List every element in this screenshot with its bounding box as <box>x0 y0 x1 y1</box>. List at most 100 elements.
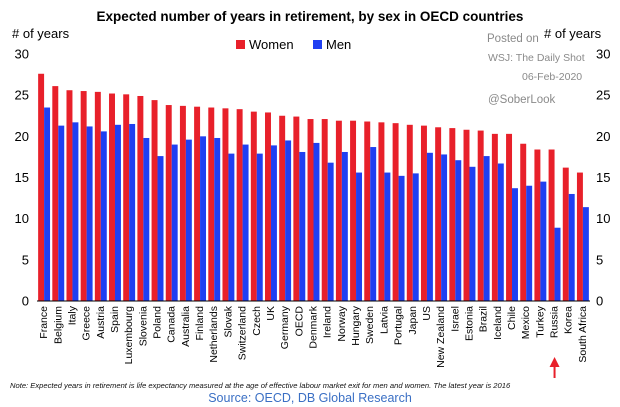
category-label: Ireland <box>322 306 334 338</box>
bar-women <box>506 133 513 301</box>
category-label: Italy <box>66 305 78 325</box>
left-axis-tick-label: 5 <box>22 252 29 267</box>
left-axis-tick-label: 25 <box>15 88 29 103</box>
legend-label-women: Women <box>249 37 294 52</box>
right-axis-tick-label: 25 <box>596 88 610 103</box>
bar-women <box>562 167 569 301</box>
right-axis-tick-label: 30 <box>596 47 610 62</box>
bar-women <box>364 121 371 301</box>
category-label: Canada <box>166 306 178 343</box>
right-axis-ticks: 0 5 10 15 20 25 30 <box>596 47 610 309</box>
left-axis-tick-label: 10 <box>15 211 29 226</box>
arrow-head <box>549 357 560 367</box>
right-axis-tick-label: 0 <box>596 294 603 309</box>
category-label: Russia <box>549 306 561 338</box>
bar-women <box>137 95 144 302</box>
category-label: South Africa <box>577 306 589 363</box>
category-label: Luxembourg <box>123 306 135 365</box>
bar-men <box>327 162 334 301</box>
bar-men <box>384 172 391 301</box>
bar-women <box>123 94 130 301</box>
bar-women <box>109 93 115 302</box>
bar-women <box>449 128 456 301</box>
bar-men <box>455 160 462 301</box>
category-label: Japan <box>407 306 419 335</box>
left-axis-tick-label: 20 <box>15 129 29 144</box>
bar-men <box>554 227 561 301</box>
legend-label-men: Men <box>326 37 351 52</box>
watermark-date: 06-Feb-2020 <box>522 71 582 83</box>
legend-swatch-men <box>313 40 322 49</box>
right-axis-tick-label: 20 <box>596 129 610 144</box>
bar-men <box>242 144 249 301</box>
category-label: Brazil <box>478 306 490 332</box>
category-label: Czech <box>251 306 263 336</box>
category-label: Australia <box>180 306 192 347</box>
bar-women <box>265 112 271 302</box>
bar-women <box>94 91 101 302</box>
category-label: Belgium <box>52 306 64 344</box>
category-label: Poland <box>152 306 164 339</box>
highlight-arrow <box>549 357 560 378</box>
watermark-handle: @SoberLook <box>488 94 556 106</box>
category-label: Switzerland <box>237 306 249 360</box>
bar-men <box>299 151 306 301</box>
bar-men <box>270 145 277 301</box>
category-label: Spain <box>109 306 121 333</box>
bar-women <box>463 129 470 301</box>
category-label: Germany <box>279 305 291 349</box>
bar-women <box>80 91 87 301</box>
category-label: Slovak <box>222 305 234 337</box>
legend-swatch-women <box>236 40 245 49</box>
source-text: Source: OECD, DB Global Research <box>208 391 412 405</box>
bar-men <box>469 166 476 301</box>
left-axis-tick-label: 0 <box>22 294 29 309</box>
bar-men <box>497 163 504 301</box>
footnote: Note: Expected years in retirement is li… <box>10 381 511 390</box>
bar-women <box>222 108 229 301</box>
bar-men <box>157 156 164 301</box>
bar-women <box>250 111 257 301</box>
category-label: France <box>38 306 50 339</box>
bar-women <box>477 130 484 301</box>
bar-women <box>378 122 385 301</box>
bar-men <box>526 185 533 301</box>
bar-women <box>491 133 498 301</box>
right-axis-tick-label: 15 <box>596 170 610 185</box>
category-label: Norway <box>336 305 348 341</box>
bar-women <box>293 116 300 301</box>
category-label: Iceland <box>492 306 504 340</box>
bar-women <box>534 149 541 301</box>
left-axis-tick-label: 15 <box>15 170 29 185</box>
bar-women <box>38 73 45 301</box>
bar-women <box>321 119 328 301</box>
bar-men <box>86 126 93 301</box>
right-axis-tick-label: 5 <box>596 252 603 267</box>
bar-men <box>398 175 405 301</box>
bar-men <box>540 181 547 301</box>
category-label: New Zealand <box>435 306 447 368</box>
bar-men <box>313 142 320 301</box>
bar-men <box>512 188 518 301</box>
category-label: Chile <box>506 306 518 330</box>
bar-women <box>548 149 555 301</box>
bar-men <box>114 124 121 301</box>
bar-men <box>356 172 362 301</box>
category-label: Latvia <box>378 306 390 334</box>
left-axis-ticks: 0 5 10 15 20 25 30 <box>15 47 29 309</box>
bar-men <box>44 107 51 302</box>
category-label: Korea <box>563 306 575 334</box>
right-axis-tick-label: 10 <box>596 211 610 226</box>
watermark-posted-on: Posted on <box>487 33 539 45</box>
bar-men <box>100 131 107 301</box>
bar-men <box>214 137 221 301</box>
bar-women <box>420 125 427 301</box>
category-label: Portugal <box>393 306 405 345</box>
bar-men <box>185 139 192 301</box>
category-label: Sweden <box>364 306 376 344</box>
watermark: Posted on WSJ: The Daily Shot 06-Feb-202… <box>487 33 585 106</box>
category-label: Hungary <box>350 305 362 345</box>
left-axis-title: # of years <box>12 26 70 41</box>
bar-men <box>426 152 433 301</box>
